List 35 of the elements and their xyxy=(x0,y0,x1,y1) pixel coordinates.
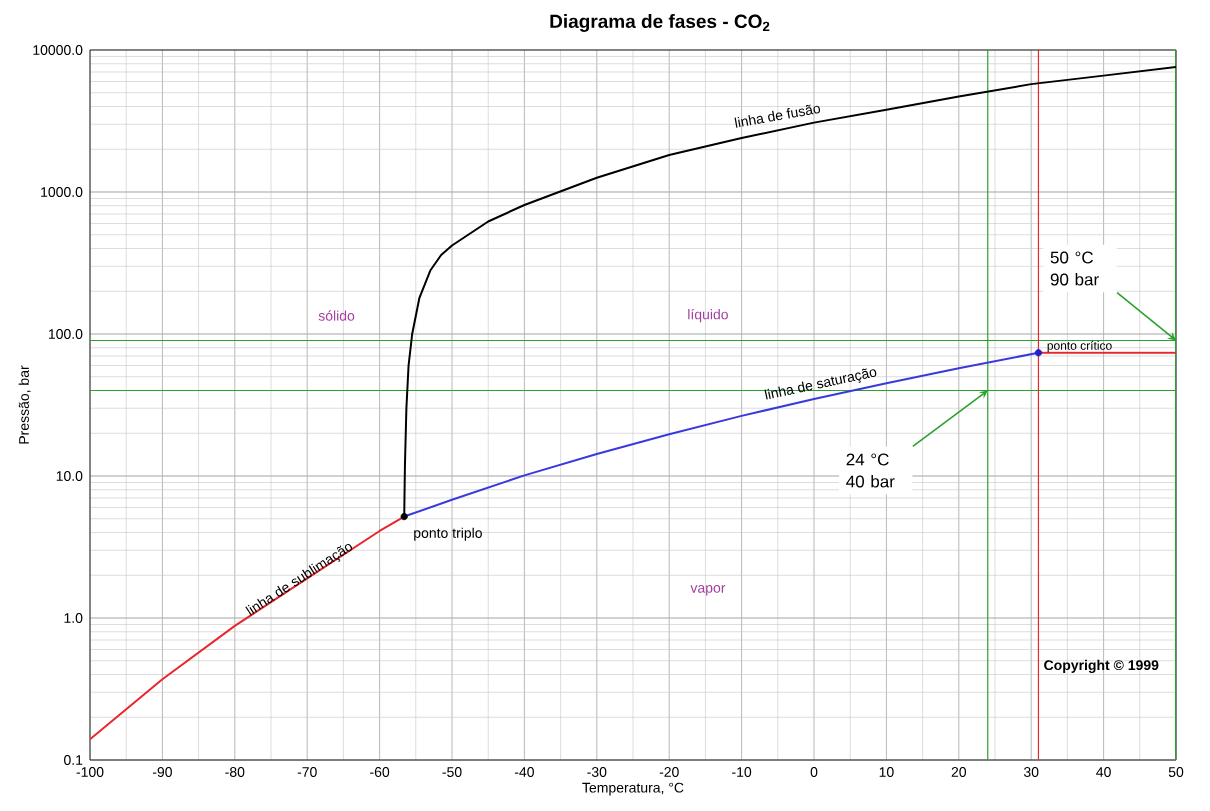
x-tick-label: -20 xyxy=(659,767,679,777)
x-tick-label: -70 xyxy=(297,767,317,777)
x-tick-label: -30 xyxy=(587,767,607,777)
chart-title: Diagrama de fases - CO$_{2}$ xyxy=(550,14,770,32)
annotation: sólido xyxy=(318,310,355,321)
y-tick-label: 10.0 xyxy=(56,471,83,481)
annotation: Copyright © 1999 xyxy=(1044,659,1159,673)
y-tick-label: 1000.0 xyxy=(41,187,83,197)
x-tick-label: -90 xyxy=(152,767,172,777)
x-axis-title: Temperatura, °C xyxy=(582,782,684,796)
y-tick-label: 1.0 xyxy=(64,613,83,623)
x-tick-label: 10 xyxy=(879,767,894,777)
x-tick-label: -40 xyxy=(514,767,534,777)
annotation: 24 °C 40 bar xyxy=(846,453,895,488)
x-tick-label: 0 xyxy=(810,767,818,777)
annotation: linha de fusão xyxy=(734,104,821,128)
x-tick-label: -80 xyxy=(225,767,245,777)
annotation: líquido xyxy=(688,308,728,323)
y-tick-label: 0.1 xyxy=(64,755,83,765)
x-tick-label: -10 xyxy=(732,767,752,777)
annotation: ponto triplo xyxy=(414,527,482,541)
annotation: 50 °C 90 bar xyxy=(1050,251,1099,286)
x-tick-label: 40 xyxy=(1096,767,1111,777)
x-tick-label: -50 xyxy=(442,767,462,777)
annotation: vapor xyxy=(690,585,726,596)
y-tick-label: 10000.0 xyxy=(33,45,83,55)
y-axis-title: Pressão, bar xyxy=(18,365,31,444)
x-tick-label: 20 xyxy=(951,767,967,777)
annotation: ponto crítico xyxy=(1047,340,1112,353)
x-tick-label: 50 xyxy=(1168,767,1184,777)
x-tick-label: -60 xyxy=(370,767,390,777)
annotation: linha de saturação xyxy=(764,368,877,400)
x-tick-label: -100 xyxy=(76,767,104,777)
y-tick-label: 100.0 xyxy=(48,329,83,339)
x-tick-label: 30 xyxy=(1023,767,1039,777)
